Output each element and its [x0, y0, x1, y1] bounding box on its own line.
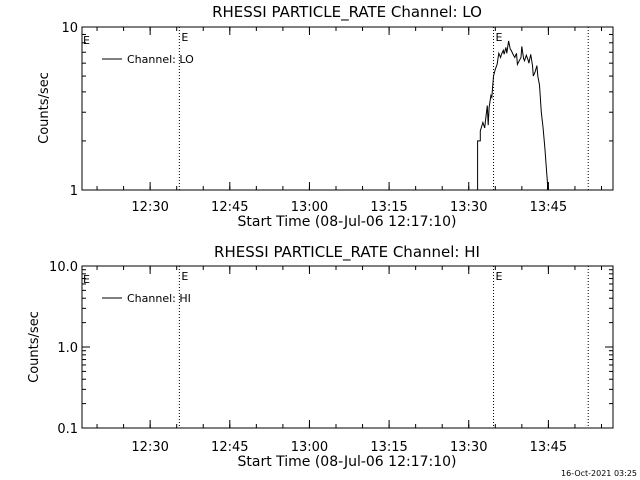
panel-hi-x-tick-label: 13:00: [291, 440, 328, 455]
panel-hi: RHESSI PARTICLE_RATE Channel: HI 12:30 12…: [27, 243, 614, 470]
panel-hi-x-tick-label: 13:45: [530, 440, 567, 455]
panel-hi-y-ticks: 0.1 1.0 10.0: [49, 260, 613, 437]
panel-lo-series-line: [477, 40, 548, 190]
panel-lo-title: RHESSI PARTICLE_RATE Channel: LO: [212, 3, 482, 22]
panel-hi-event-label: E: [181, 270, 188, 283]
panel-hi-y-tick-label: 10.0: [49, 260, 78, 275]
panel-hi-event-label: E: [496, 270, 503, 283]
panel-lo-x-ticks: 12:30 12:45 13:00 13:15 13:30 13:45: [96, 27, 602, 215]
panel-lo-x-tick-label: 12:30: [131, 200, 168, 215]
panel-hi-legend-label: Channel: HI: [127, 292, 191, 305]
panel-hi-y-label: Counts/sec: [27, 311, 42, 383]
panel-lo-x-tick-label: 13:30: [450, 200, 487, 215]
panel-lo-event-label: E: [181, 31, 188, 44]
panel-hi-x-tick-label: 13:30: [450, 440, 487, 455]
panel-lo-x-tick-label: 13:15: [370, 200, 407, 215]
panel-lo-x-tick-label: 13:00: [291, 200, 328, 215]
panel-lo-x-tick-label: 13:45: [530, 200, 567, 215]
panel-hi-x-tick-label: 13:15: [370, 440, 407, 455]
panel-lo-x-label: Start Time (08-Jul-06 12:17:10): [237, 214, 456, 230]
panel-lo-x-tick-label: 12:45: [211, 200, 248, 215]
panel-hi-y-tick-label: 0.1: [57, 422, 78, 437]
panel-lo-event-label: E: [496, 31, 503, 44]
panel-lo-plot-frame: [81, 26, 614, 191]
panel-lo-legend-label: Channel: LO: [127, 53, 194, 66]
panel-hi-title: RHESSI PARTICLE_RATE Channel: HI: [214, 243, 480, 262]
panel-lo-event-label-start: E: [83, 34, 90, 47]
panel-lo-y-ticks: 1 10: [61, 21, 613, 199]
panel-hi-event-label-start: E: [83, 273, 90, 286]
panel-hi-x-label: Start Time (08-Jul-06 12:17:10): [237, 454, 456, 470]
panel-hi-plot-frame: [81, 265, 614, 429]
panel-lo: RHESSI PARTICLE_RATE Channel: LO 12:30 12…: [37, 3, 614, 230]
panel-lo-y-tick-label: 1: [70, 184, 78, 199]
panel-lo-y-label: Counts/sec: [37, 72, 52, 144]
panel-hi-y-tick-label: 1.0: [57, 341, 78, 356]
panel-lo-event-lines: E EE: [83, 27, 589, 190]
panel-hi-x-tick-label: 12:45: [211, 440, 248, 455]
panel-hi-x-ticks: 12:30 12:45 13:00 13:15 13:30 13:45: [96, 266, 602, 455]
footer-timestamp: 16-Oct-2021 03:25: [561, 469, 637, 478]
panel-hi-x-tick-label: 12:30: [131, 440, 168, 455]
panel-lo-series: [477, 40, 548, 190]
panel-hi-event-lines: E EE: [83, 266, 589, 428]
panel-lo-y-tick-label: 10: [61, 21, 78, 36]
